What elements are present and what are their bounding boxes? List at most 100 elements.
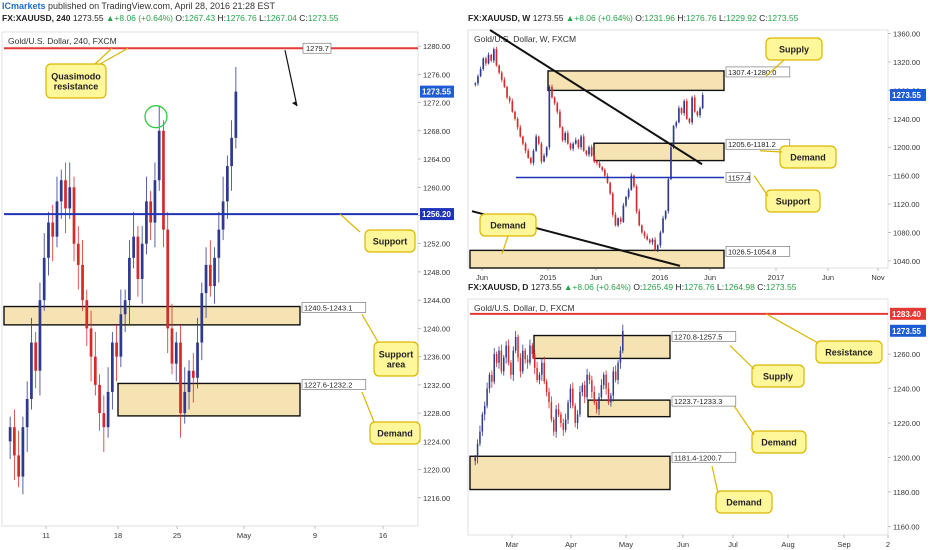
y-tick-label: 1240.00 xyxy=(893,115,920,124)
candle-body xyxy=(693,97,696,112)
y-tick-label: 1040.00 xyxy=(893,257,920,266)
pointer xyxy=(753,175,769,197)
last-price: 1273.55 xyxy=(532,13,564,23)
candle-body xyxy=(30,342,33,399)
y-tick-label: 1272.00 xyxy=(423,99,450,108)
x-tick-label: Aug xyxy=(781,540,794,549)
candle-body xyxy=(699,108,701,116)
candle-body xyxy=(221,201,225,230)
candle-body xyxy=(609,182,611,194)
candle-body xyxy=(483,405,486,415)
ohlc-h: 1276.76 xyxy=(683,282,715,292)
candle-body xyxy=(524,143,527,151)
support-price-tag-tag xyxy=(420,208,454,221)
zone-support-area-label-box xyxy=(301,302,367,313)
candle-body xyxy=(545,381,548,393)
callout-demand-box xyxy=(369,421,421,445)
candle-body xyxy=(553,97,556,104)
candle-body xyxy=(590,147,593,156)
publisher-brand[interactable]: ICmarkets xyxy=(2,1,46,11)
candle-body xyxy=(51,222,55,237)
candle-body xyxy=(166,229,170,329)
ohlc-o-label: O: xyxy=(633,282,643,292)
callout-demand-lower: Demand xyxy=(726,498,762,508)
zone-demand-upper-label-box xyxy=(671,395,737,407)
candle-body xyxy=(543,155,545,162)
y-tick-label: 1180.00 xyxy=(893,488,920,497)
candle-body xyxy=(672,125,675,148)
candle-body xyxy=(85,300,89,329)
candle-body xyxy=(630,175,633,190)
x-tick-label: 11 xyxy=(42,531,50,540)
candle-body xyxy=(625,196,627,206)
candle-body xyxy=(604,169,606,176)
y-tick-label: 1220.00 xyxy=(893,419,920,428)
candle-body xyxy=(503,357,505,372)
candle-body xyxy=(572,388,574,406)
candle-body xyxy=(559,111,561,128)
candle-body xyxy=(522,136,524,144)
candle-body xyxy=(136,236,140,279)
candle-body xyxy=(537,136,540,144)
callout-supply-box xyxy=(751,364,805,388)
candle-body xyxy=(162,130,165,230)
candle-body xyxy=(622,330,624,351)
candle-body xyxy=(516,118,519,128)
candle-body xyxy=(614,214,617,226)
zone-demand xyxy=(117,382,301,417)
candle-body xyxy=(610,395,612,403)
change: +8.06 (+0.64%) xyxy=(114,13,174,23)
callout-support: Support xyxy=(373,237,408,247)
candle-body xyxy=(580,136,582,148)
zone-demand-upper-label: 1223.7-1233.3 xyxy=(674,397,722,406)
candle-body xyxy=(662,218,664,233)
candle-body xyxy=(529,157,532,163)
callout-support-area: area xyxy=(387,360,407,370)
candle-body xyxy=(577,140,580,148)
candle-body xyxy=(680,108,683,114)
plot-frame xyxy=(1,31,419,527)
ohlc-o: 1231.96 xyxy=(644,13,675,23)
candle-body xyxy=(47,222,50,258)
chart-panel-weekly[interactable]: FX:XAUUSD, W 1273.55 ▲+8.06 (+0.64%) O:1… xyxy=(466,12,932,282)
candle-body xyxy=(540,143,543,162)
ohlc-o: 1267.43 xyxy=(184,13,216,23)
candle-body xyxy=(548,392,550,403)
candle-body xyxy=(140,243,144,279)
candle-body xyxy=(598,397,600,410)
candle-body xyxy=(526,359,529,363)
callout-support-box xyxy=(765,189,821,213)
ohlc-h-label: H: xyxy=(217,13,226,23)
x-tick-label: 2015 xyxy=(540,273,557,282)
x-tick-label: Mar xyxy=(506,540,519,549)
candle-body xyxy=(89,328,93,357)
y-tick-label: 1276.00 xyxy=(423,70,450,79)
chart-panel-daily[interactable]: FX:XAUUSD, D 1273.55 ▲+8.06 (+0.64%) O:1… xyxy=(466,281,932,550)
x-tick-label: Jun xyxy=(677,540,689,549)
candle-body xyxy=(486,388,488,406)
candle-body xyxy=(21,427,25,477)
candle-body xyxy=(524,350,526,360)
chart-panel-240[interactable]: FX:XAUUSD, 240 1273.55 ▲+8.06 (+0.64%) O… xyxy=(0,12,462,550)
candle-body xyxy=(533,354,536,368)
pointer xyxy=(729,345,755,370)
y-tick-label: 1260.00 xyxy=(893,350,920,359)
candle-body xyxy=(567,402,569,420)
candle-body xyxy=(579,392,581,415)
pointer xyxy=(711,465,719,494)
symbol: FX:XAUUSD, W xyxy=(468,13,531,23)
candle-body xyxy=(536,367,538,380)
ohlc-l: 1264.98 xyxy=(724,282,755,292)
candle-body xyxy=(477,76,479,84)
candle-body xyxy=(548,86,551,148)
y-tick-label: 1232.00 xyxy=(423,381,450,390)
candle-body xyxy=(123,300,127,315)
chart-title: Gold/U.S. Dollar, 240, FXCM xyxy=(8,36,117,46)
candle-body xyxy=(603,374,605,386)
callout-resistance-box xyxy=(815,340,883,364)
candle-body xyxy=(59,180,63,202)
candle-body xyxy=(614,371,617,380)
candle-body xyxy=(675,122,678,126)
candle-body xyxy=(581,385,584,393)
tag-1157-box xyxy=(725,172,751,183)
